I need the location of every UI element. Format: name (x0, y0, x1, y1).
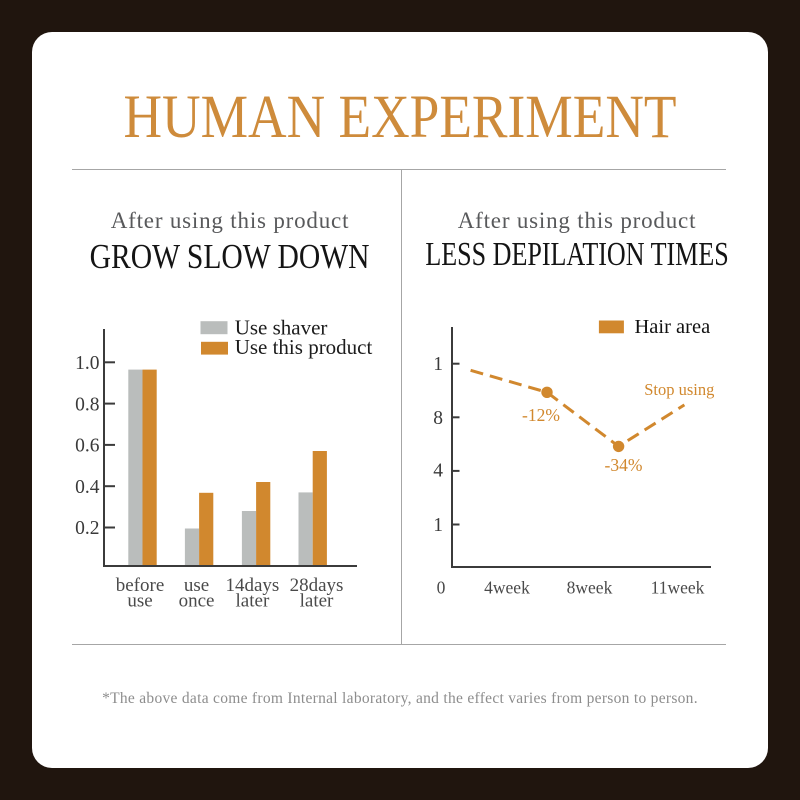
svg-text:use: use (184, 575, 209, 596)
svg-text:11week: 11week (651, 577, 705, 597)
svg-text:1: 1 (433, 354, 443, 375)
svg-text:28days: 28days (290, 575, 344, 596)
svg-text:later: later (236, 591, 270, 612)
svg-text:0.8: 0.8 (75, 394, 99, 415)
svg-text:0.4: 0.4 (75, 477, 100, 498)
svg-text:14days: 14days (225, 575, 279, 596)
svg-text:0.2: 0.2 (75, 518, 99, 539)
svg-text:Use this product: Use this product (235, 335, 373, 359)
svg-text:Hair area: Hair area (635, 316, 711, 338)
svg-text:-12%: -12% (522, 405, 560, 425)
svg-text:0: 0 (437, 577, 446, 597)
svg-text:Stop using: Stop using (644, 380, 714, 399)
svg-text:once: once (179, 591, 215, 612)
svg-text:before: before (116, 575, 165, 596)
svg-text:4: 4 (433, 460, 443, 481)
svg-text:1.0: 1.0 (75, 353, 99, 374)
svg-text:0.6: 0.6 (75, 436, 100, 457)
svg-text:8: 8 (433, 408, 443, 429)
svg-text:1: 1 (433, 515, 443, 536)
svg-text:-34%: -34% (605, 455, 643, 475)
svg-text:Use shaver: Use shaver (235, 316, 328, 340)
svg-text:use: use (127, 591, 152, 612)
svg-text:8week: 8week (567, 577, 613, 597)
svg-text:later: later (300, 591, 334, 612)
svg-text:4week: 4week (484, 577, 530, 597)
